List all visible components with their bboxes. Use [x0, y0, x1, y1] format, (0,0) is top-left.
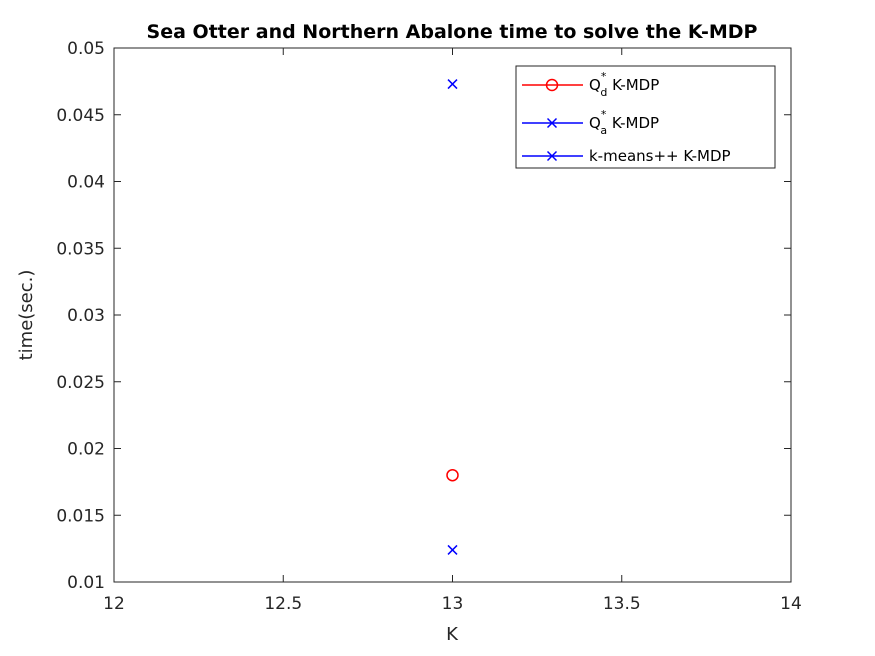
x-tick-label: 12: [103, 594, 125, 614]
legend-marker: [546, 150, 558, 162]
legend: Q* d K-MDP Q* a K-MDP k-means++ K-MDP: [515, 65, 776, 169]
y-axis-label: time(sec.): [16, 270, 37, 361]
y-tick-label: 0.025: [56, 373, 105, 393]
data-points: [446, 79, 459, 555]
x-tick-label: 14: [780, 594, 802, 614]
x-tick-label: 13.5: [603, 594, 641, 614]
data-point: [447, 79, 458, 90]
marker-stroke: [546, 117, 558, 129]
y-tick-label: 0.05: [67, 39, 105, 59]
x-tick-label: 13: [442, 594, 464, 614]
y-tick-label: 0.03: [67, 306, 105, 326]
marker-stroke: [447, 544, 458, 555]
axis-tick-labels: 12 12.5 13 13.5 14 0.01 0.015 0.02 0.025 0.03 0.03…: [56, 39, 801, 614]
legend-box: [515, 65, 776, 169]
x-tick-label: 12.5: [264, 594, 302, 614]
data-point: [447, 544, 458, 555]
y-tick-label: 0.01: [67, 573, 105, 593]
legend-entry-label: Q* a K-MDP: [589, 108, 659, 137]
chart-title: Sea Otter and Northern Abalone time to s…: [147, 21, 758, 43]
legend-entry-label: Q* d K-MDP: [589, 70, 659, 99]
y-tick-label: 0.015: [56, 506, 105, 526]
y-tick-label: 0.04: [67, 173, 105, 193]
y-tick-label: 0.045: [56, 106, 105, 126]
legend-marker: [545, 78, 559, 92]
y-tick-label: 0.02: [67, 440, 105, 460]
data-point: [446, 468, 459, 482]
y-tick-label: 0.035: [56, 239, 105, 259]
axis-ticks: [113, 47, 792, 583]
legend-entry-label: k-means++ K-MDP: [589, 147, 731, 165]
x-axis-label: K: [446, 624, 459, 645]
legend-marker: [546, 117, 558, 129]
marker-stroke: [546, 150, 558, 162]
marker-stroke: [447, 79, 458, 90]
